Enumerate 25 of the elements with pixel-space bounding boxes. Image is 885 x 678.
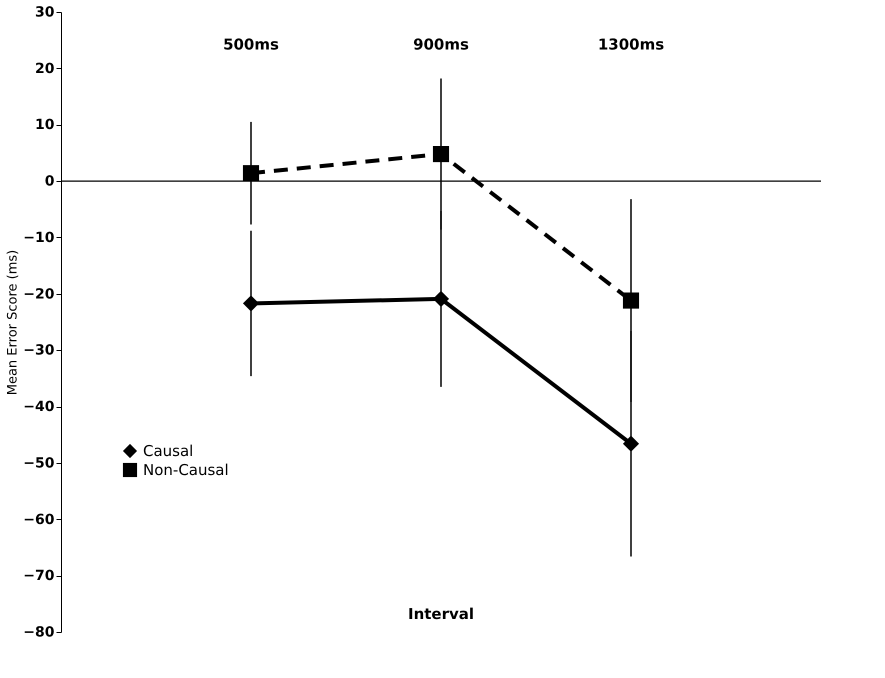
x-tick-label: 500ms	[223, 36, 280, 54]
x-tick-label: 900ms	[413, 36, 470, 54]
y-tick-label: −10	[23, 230, 55, 246]
point	[242, 295, 260, 312]
y-tick-label: 20	[35, 60, 55, 77]
point	[432, 290, 450, 307]
y-tick-label: 0	[44, 174, 55, 190]
y-tick-label: 30	[35, 4, 55, 20]
y-tick-label: 10	[35, 117, 55, 134]
point	[622, 436, 640, 452]
y-tick-label: −50	[23, 455, 55, 472]
y-tick-label: −30	[23, 342, 55, 359]
y-tick-label: −40	[23, 399, 55, 416]
y-tick-label: −20	[23, 286, 55, 302]
legend-label: Causal	[143, 442, 194, 460]
point	[242, 165, 260, 182]
point	[622, 292, 640, 309]
y-tick-label: −70	[23, 568, 55, 584]
y-axis-title: Mean Error Score (ms)	[5, 250, 20, 396]
point	[432, 146, 450, 162]
y-tick-label: −80	[23, 624, 55, 640]
legend-label: Non-Causal	[143, 461, 229, 479]
x-tick-label: 1300ms	[598, 36, 664, 54]
y-tick-label: −60	[23, 512, 55, 528]
x-axis-title: Interval	[408, 605, 474, 623]
